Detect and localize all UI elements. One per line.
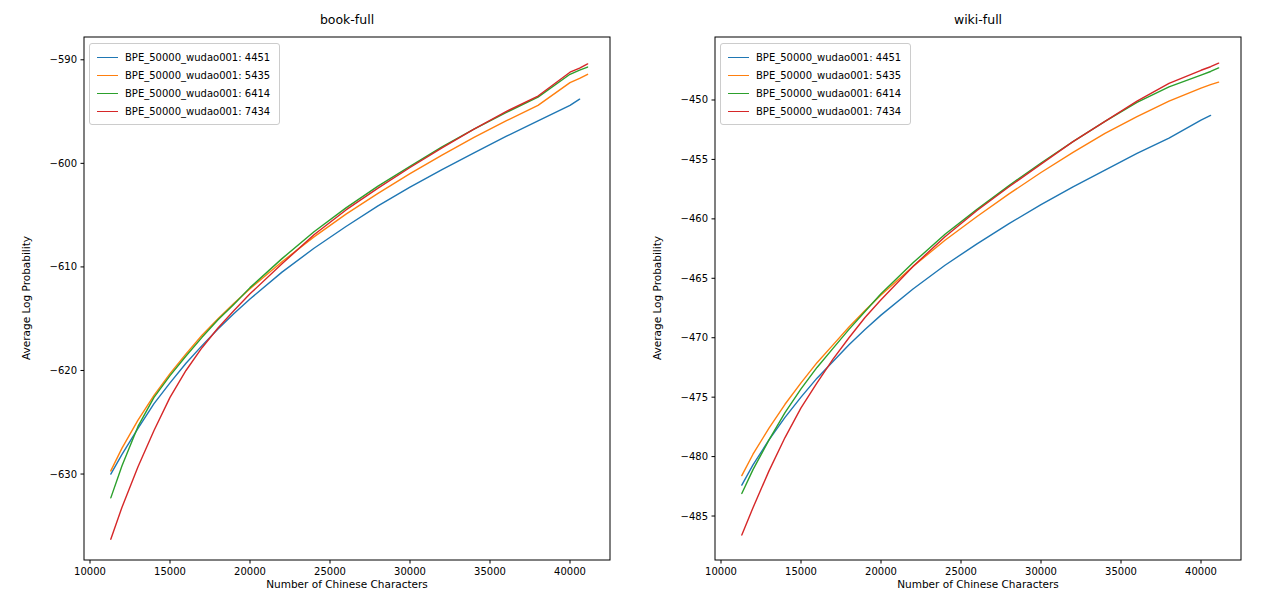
legend-label: BPE_50000_wudao001: 6414 <box>756 88 901 99</box>
y-tick-label: −465 <box>681 273 708 284</box>
legend-item: BPE_50000_wudao001: 4451 <box>728 48 901 66</box>
x-tick-label: 10000 <box>705 566 737 577</box>
x-tick-label: 35000 <box>474 566 506 577</box>
legend-line-swatch <box>97 75 118 76</box>
legend-label: BPE_50000_wudao001: 7434 <box>125 106 270 117</box>
legend: BPE_50000_wudao001: 4451 BPE_50000_wudao… <box>720 43 911 125</box>
x-tick-label: 20000 <box>865 566 897 577</box>
x-tick-label: 40000 <box>1185 566 1217 577</box>
legend-line-swatch <box>728 93 749 94</box>
series-line <box>111 64 588 539</box>
chart-title-wiki-full: wiki-full <box>715 12 1241 27</box>
chart-title-book-full: book-full <box>84 12 610 27</box>
x-tick-label: 10000 <box>74 566 106 577</box>
legend-line-swatch <box>97 93 118 94</box>
y-tick-label: −475 <box>681 392 708 403</box>
legend-label: BPE_50000_wudao001: 7434 <box>756 106 901 117</box>
y-tick-label: −460 <box>681 213 708 224</box>
y-axis-label: Average Log Probability <box>20 236 32 360</box>
legend-line-swatch <box>97 111 118 112</box>
legend-label: BPE_50000_wudao001: 4451 <box>756 52 901 63</box>
series-line <box>742 68 1219 494</box>
legend: BPE_50000_wudao001: 4451 BPE_50000_wudao… <box>89 43 280 125</box>
y-tick-label: −620 <box>50 365 77 376</box>
legend-line-swatch <box>97 57 118 58</box>
series-line <box>742 63 1219 535</box>
series-line <box>111 74 588 471</box>
series-line <box>742 82 1219 475</box>
figure: 10000 15000 20000 25000 30000 35000 40000 −590 −… <box>0 0 1280 603</box>
x-tick-label: 35000 <box>1105 566 1137 577</box>
series-line <box>111 99 580 474</box>
legend-line-swatch <box>728 111 749 112</box>
legend-item: BPE_50000_wudao001: 5435 <box>97 66 270 84</box>
legend-label: BPE_50000_wudao001: 6414 <box>125 88 270 99</box>
legend-label: BPE_50000_wudao001: 4451 <box>125 52 270 63</box>
y-tick-label: −455 <box>681 154 708 165</box>
x-tick-label: 25000 <box>314 566 346 577</box>
legend-label: BPE_50000_wudao001: 5435 <box>125 70 270 81</box>
y-tick-label: −480 <box>681 451 708 462</box>
x-axis-label: Number of Chinese Characters <box>715 578 1241 590</box>
y-tick-label: −600 <box>50 158 77 169</box>
legend-label: BPE_50000_wudao001: 5435 <box>756 70 901 81</box>
legend-line-swatch <box>728 57 749 58</box>
y-tick-label: −450 <box>681 94 708 105</box>
legend-item: BPE_50000_wudao001: 7434 <box>97 102 270 120</box>
x-tick-label: 30000 <box>1025 566 1057 577</box>
legend-item: BPE_50000_wudao001: 6414 <box>97 84 270 102</box>
x-tick-label: 25000 <box>945 566 977 577</box>
y-tick-label: −485 <box>681 511 708 522</box>
legend-item: BPE_50000_wudao001: 4451 <box>97 48 270 66</box>
y-tick-label: −590 <box>50 54 77 65</box>
y-tick-label: −610 <box>50 261 77 272</box>
y-tick-label: −470 <box>681 332 708 343</box>
x-tick-label: 20000 <box>234 566 266 577</box>
y-axis-label: Average Log Probability <box>651 236 663 360</box>
y-tick-label: −630 <box>50 469 77 480</box>
x-axis-label: Number of Chinese Characters <box>84 578 610 590</box>
x-tick-label: 40000 <box>554 566 586 577</box>
x-tick-label: 15000 <box>154 566 186 577</box>
legend-item: BPE_50000_wudao001: 7434 <box>728 102 901 120</box>
legend-item: BPE_50000_wudao001: 5435 <box>728 66 901 84</box>
legend-line-swatch <box>728 75 749 76</box>
legend-item: BPE_50000_wudao001: 6414 <box>728 84 901 102</box>
x-tick-label: 30000 <box>394 566 426 577</box>
series-line <box>742 115 1211 485</box>
x-tick-label: 15000 <box>785 566 817 577</box>
